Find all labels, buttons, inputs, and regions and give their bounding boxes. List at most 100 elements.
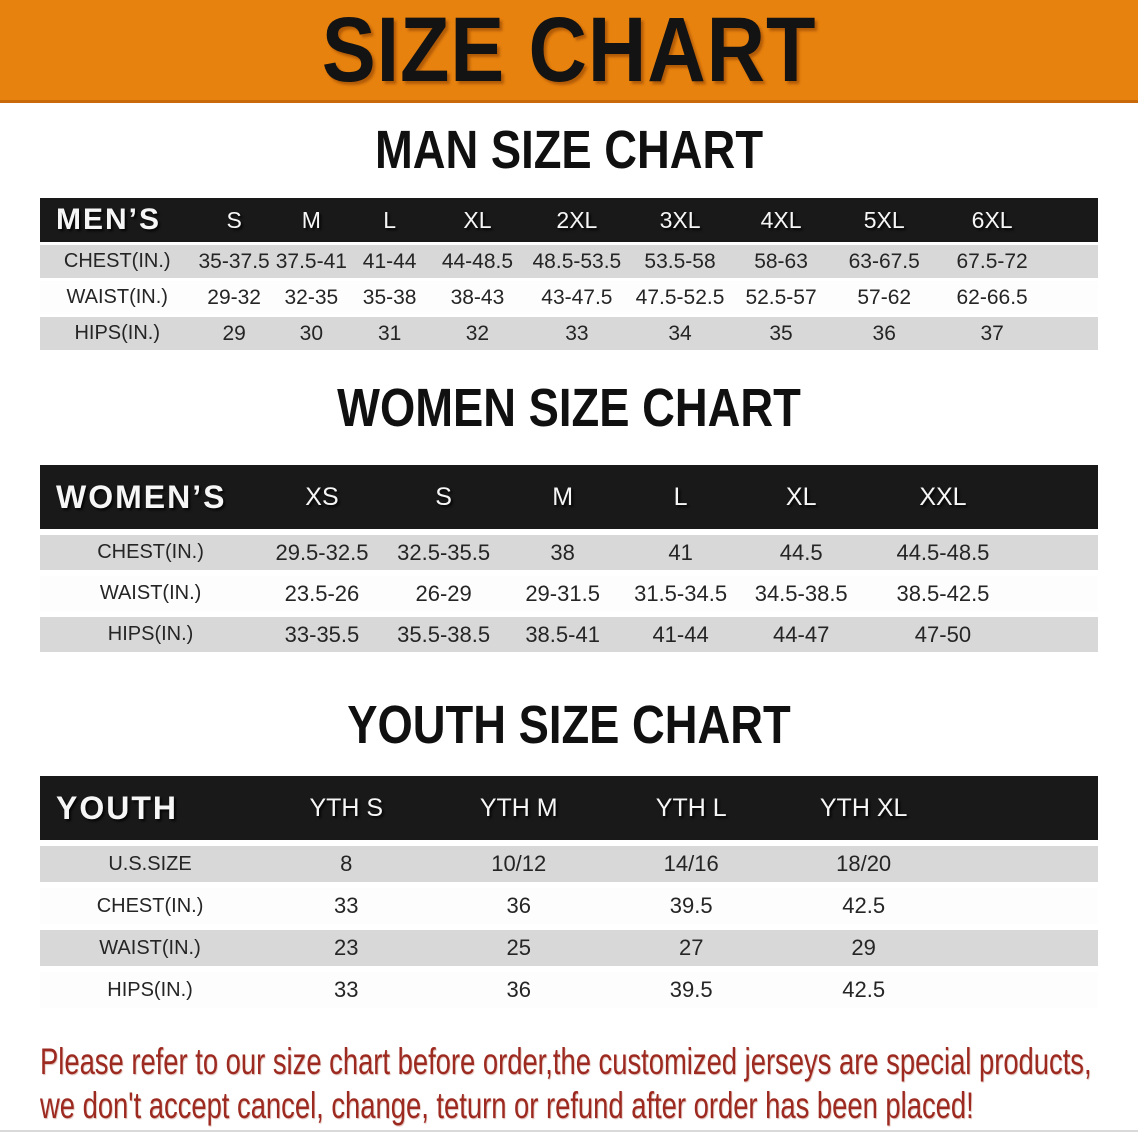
size-column-header: 3XL bbox=[629, 198, 731, 242]
size-value-cell: 35-38 bbox=[348, 281, 431, 314]
row-label: CHEST(IN.) bbox=[40, 535, 262, 570]
size-value-cell: 36 bbox=[831, 317, 938, 350]
size-value-cell: 34 bbox=[629, 317, 731, 350]
size-chart-banner: SIZE CHART bbox=[0, 0, 1138, 103]
size-value-cell: 31 bbox=[348, 317, 431, 350]
women-table-label-header: WOMEN’S bbox=[40, 465, 262, 529]
size-value-cell: 39.5 bbox=[604, 888, 778, 924]
row-label: HIPS(IN.) bbox=[40, 617, 262, 652]
women-table-header-row: WOMEN’S XS S M L XL XXL bbox=[40, 465, 1098, 529]
row-spacer bbox=[1047, 245, 1098, 278]
size-value-cell: 47.5-52.5 bbox=[629, 281, 731, 314]
size-column-header: YTH L bbox=[604, 776, 778, 840]
size-value-cell: 43-47.5 bbox=[524, 281, 630, 314]
row-label: WAIST(IN.) bbox=[40, 930, 261, 966]
size-value-cell: 27 bbox=[604, 930, 778, 966]
size-value-cell: 29 bbox=[777, 930, 950, 966]
size-value-cell: 42.5 bbox=[777, 888, 950, 924]
size-value-cell: 25 bbox=[432, 930, 605, 966]
size-value-cell: 47-50 bbox=[862, 617, 1024, 652]
size-value-cell: 29.5-32.5 bbox=[261, 535, 383, 570]
row-label: HIPS(IN.) bbox=[40, 317, 195, 350]
size-value-cell: 62-66.5 bbox=[937, 281, 1048, 314]
size-value-cell: 67.5-72 bbox=[937, 245, 1048, 278]
size-value-cell: 33 bbox=[260, 888, 433, 924]
size-value-cell: 18/20 bbox=[777, 846, 950, 882]
size-column-header: S bbox=[194, 198, 274, 242]
row-spacer bbox=[949, 972, 1098, 1008]
size-value-cell: 41-44 bbox=[348, 245, 431, 278]
size-value-cell: 58-63 bbox=[730, 245, 832, 278]
size-value-cell: 63-67.5 bbox=[831, 245, 938, 278]
size-value-cell: 34.5-38.5 bbox=[740, 576, 863, 611]
size-value-cell: 33-35.5 bbox=[261, 617, 383, 652]
size-value-cell: 23.5-26 bbox=[261, 576, 383, 611]
table-row: HIPS(IN.) 33 36 39.5 42.5 bbox=[40, 972, 1098, 1008]
row-label: WAIST(IN.) bbox=[40, 281, 195, 314]
table-row: WAIST(IN.) 23.5-26 26-29 29-31.5 31.5-34.5 34… bbox=[40, 576, 1098, 611]
size-value-cell: 33 bbox=[524, 317, 630, 350]
header-spacer bbox=[1047, 198, 1098, 242]
header-spacer bbox=[1023, 465, 1098, 529]
size-value-cell: 31.5-34.5 bbox=[620, 576, 741, 611]
size-value-cell: 38.5-41 bbox=[504, 617, 621, 652]
size-value-cell: 29 bbox=[194, 317, 274, 350]
size-column-header: XXL bbox=[862, 465, 1024, 529]
size-column-header: XL bbox=[740, 465, 863, 529]
size-value-cell: 35.5-38.5 bbox=[382, 617, 505, 652]
size-value-cell: 52.5-57 bbox=[730, 281, 832, 314]
size-value-cell: 10/12 bbox=[432, 846, 605, 882]
size-column-header: YTH S bbox=[260, 776, 433, 840]
size-value-cell: 44.5 bbox=[740, 535, 863, 570]
size-value-cell: 42.5 bbox=[777, 972, 950, 1008]
disclaimer: Please refer to our size chart before or… bbox=[0, 1040, 1138, 1128]
table-row: HIPS(IN.) 29 30 31 32 33 34 35 36 37 bbox=[40, 317, 1098, 350]
men-size-table: MEN’S S M L XL 2XL 3XL 4XL 5XL 6XL CHEST(IN.) 35-37… bbox=[40, 195, 1098, 353]
youth-size-chart-heading: YOUTH SIZE CHART bbox=[0, 698, 1138, 752]
size-value-cell: 29-31.5 bbox=[504, 576, 621, 611]
size-column-header: 5XL bbox=[831, 198, 938, 242]
table-row: U.S.SIZE 8 10/12 14/16 18/20 bbox=[40, 846, 1098, 882]
size-column-header: M bbox=[504, 465, 621, 529]
row-label: CHEST(IN.) bbox=[40, 888, 261, 924]
men-size-chart-heading: MAN SIZE CHART bbox=[0, 123, 1138, 177]
table-row: CHEST(IN.) 35-37.5 37.5-41 41-44 44-48.5 48.5… bbox=[40, 245, 1098, 278]
youth-table-header-row: YOUTH YTH S YTH M YTH L YTH XL bbox=[40, 776, 1098, 840]
size-value-cell: 44-48.5 bbox=[430, 245, 525, 278]
row-label: CHEST(IN.) bbox=[40, 245, 195, 278]
size-column-header: 4XL bbox=[730, 198, 832, 242]
size-value-cell: 32.5-35.5 bbox=[382, 535, 505, 570]
table-row: CHEST(IN.) 33 36 39.5 42.5 bbox=[40, 888, 1098, 924]
row-spacer bbox=[1023, 535, 1098, 570]
men-table-label-header: MEN’S bbox=[40, 198, 195, 242]
size-value-cell: 48.5-53.5 bbox=[524, 245, 630, 278]
size-value-cell: 23 bbox=[260, 930, 433, 966]
size-value-cell: 53.5-58 bbox=[629, 245, 731, 278]
row-spacer bbox=[1047, 317, 1098, 350]
women-size-chart-heading-text: WOMEN SIZE CHART bbox=[337, 378, 801, 438]
row-spacer bbox=[949, 930, 1098, 966]
size-value-cell: 8 bbox=[260, 846, 433, 882]
row-spacer bbox=[1023, 576, 1098, 611]
size-value-cell: 41 bbox=[620, 535, 741, 570]
men-size-chart-heading-text: MAN SIZE CHART bbox=[374, 120, 764, 180]
size-value-cell: 38.5-42.5 bbox=[862, 576, 1024, 611]
row-spacer bbox=[1047, 281, 1098, 314]
youth-size-table: YOUTH YTH S YTH M YTH L YTH XL U.S.SIZE 8 10/12… bbox=[40, 770, 1098, 1014]
size-value-cell: 29-32 bbox=[194, 281, 274, 314]
disclaimer-line-1: Please refer to our size chart before or… bbox=[40, 1041, 1092, 1082]
size-value-cell: 37 bbox=[937, 317, 1048, 350]
men-table-header-row: MEN’S S M L XL 2XL 3XL 4XL 5XL 6XL bbox=[40, 198, 1098, 242]
banner-title: SIZE CHART bbox=[321, 0, 817, 101]
size-column-header: L bbox=[348, 198, 431, 242]
size-value-cell: 44.5-48.5 bbox=[862, 535, 1024, 570]
size-value-cell: 38 bbox=[504, 535, 621, 570]
size-value-cell: 32-35 bbox=[273, 281, 349, 314]
size-column-header: YTH XL bbox=[777, 776, 950, 840]
row-spacer bbox=[949, 888, 1098, 924]
disclaimer-line-2: we don't accept cancel, change, teturn o… bbox=[40, 1085, 974, 1126]
size-value-cell: 33 bbox=[260, 972, 433, 1008]
size-value-cell: 32 bbox=[430, 317, 525, 350]
women-size-table: WOMEN’S XS S M L XL XXL CHEST(IN.) 29.5-32.5 32.5… bbox=[40, 459, 1098, 658]
size-value-cell: 14/16 bbox=[604, 846, 778, 882]
